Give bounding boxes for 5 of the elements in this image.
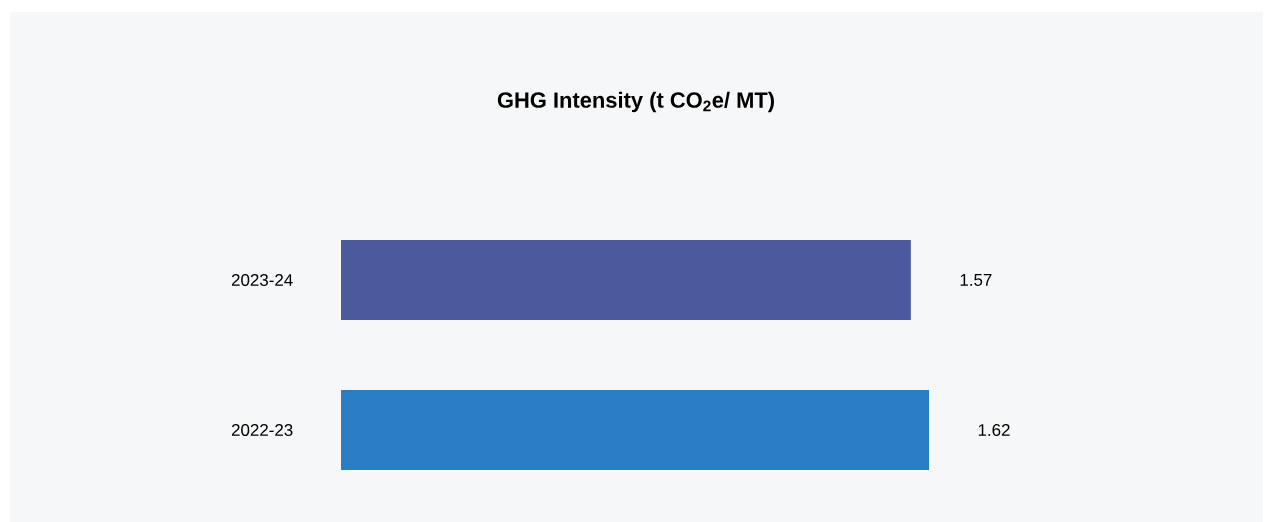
chart-title: GHG Intensity (t CO$_{2}$e/ MT) [497, 91, 774, 113]
y-tick-label: 2022-23 [231, 423, 293, 436]
data-label: 1.57 [960, 274, 992, 286]
y-tick-label: 2023-24 [231, 273, 293, 286]
data-label: 1.62 [978, 423, 1010, 436]
